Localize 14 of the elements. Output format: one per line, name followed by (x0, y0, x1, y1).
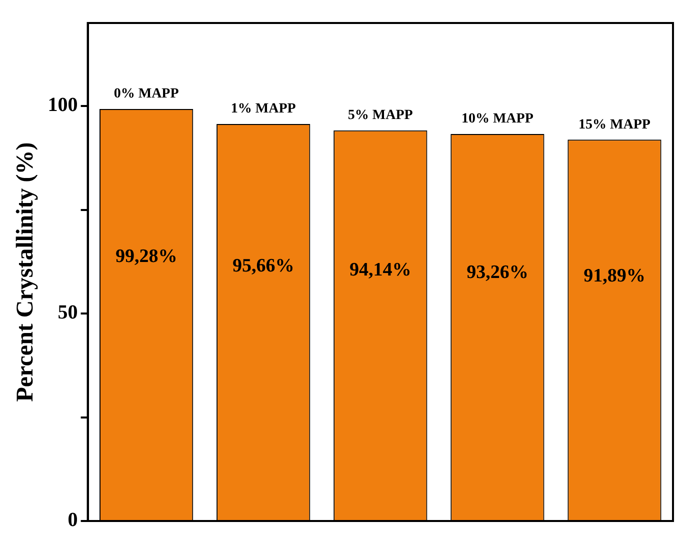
data-label: 91,89% (584, 265, 646, 286)
y-tick-label: 100 (48, 94, 78, 116)
x-tick-label: 10% MAPP (461, 112, 534, 127)
data-label: 95,66% (232, 255, 294, 276)
data-label: 94,14% (350, 260, 412, 281)
x-tick-label: 15% MAPP (578, 117, 651, 132)
data-label: 99,28% (115, 246, 178, 267)
x-tick-label: 1% MAPP (230, 102, 296, 117)
y-tick-label: 50 (58, 302, 78, 324)
x-tick-label: 0% MAPP (114, 86, 180, 102)
x-tick-label: 5% MAPP (348, 108, 414, 123)
data-label: 93,26% (466, 262, 528, 283)
y-axis-title: Percent Crystallinity (%) (12, 142, 39, 402)
y-tick-label: 0 (68, 509, 78, 532)
